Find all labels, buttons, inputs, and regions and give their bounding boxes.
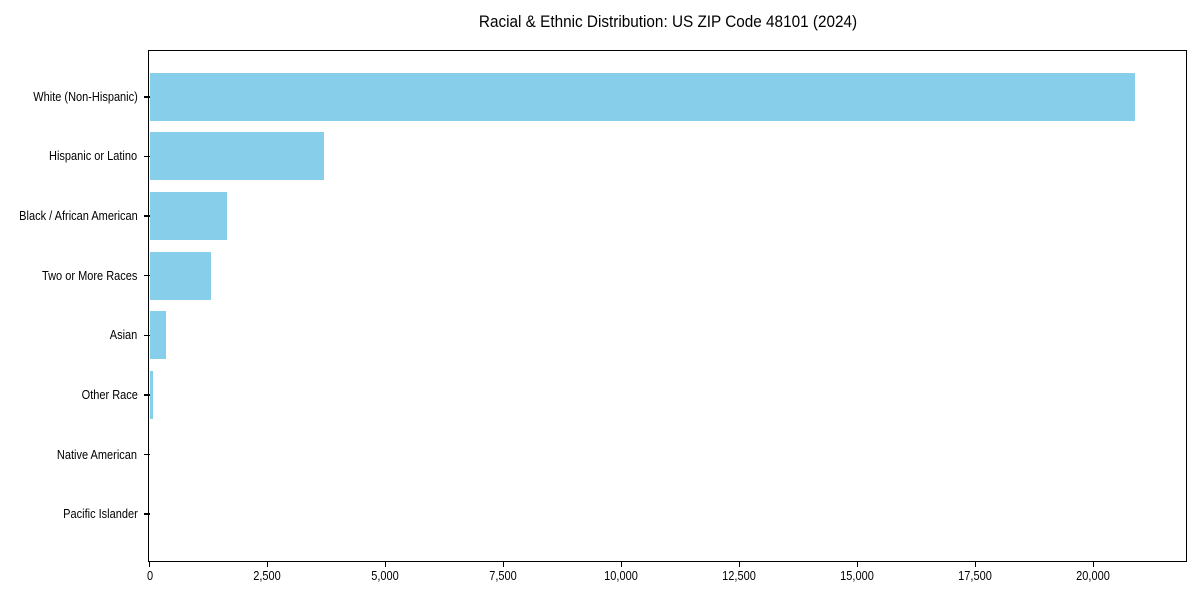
x-tick-mark [738, 562, 741, 567]
y-tick-label: Pacific Islander [62, 507, 138, 522]
x-tick-mark [620, 562, 623, 567]
bar-row: Hispanic or Latino [49, 127, 1186, 187]
y-tick-label: Black / African American [18, 209, 138, 224]
y-tick-label: Native American [57, 447, 138, 462]
y-tick-mark [143, 155, 150, 158]
bar [149, 251, 212, 300]
bar-row: Pacific Islander [63, 484, 1186, 544]
x-tick-label: 17,500 [958, 569, 993, 583]
bar-row: Other Race [81, 365, 1186, 425]
y-tick-mark [143, 453, 150, 456]
y-tick-mark [143, 274, 150, 277]
x-tick-label: 12,500 [722, 569, 757, 583]
bar [149, 192, 228, 241]
plot-area [148, 50, 1187, 562]
x-tick-label: 2,500 [253, 569, 282, 583]
y-tick-mark [143, 513, 150, 515]
x-tick-label: 20,000 [1076, 569, 1111, 583]
x-axis-ticks: 0 2,500 5,000 7,500 10,000 12,500 15,000 17,500… [146, 562, 1186, 596]
y-tick-label: Other Race [81, 387, 138, 402]
bar-row: Asian [110, 306, 1186, 366]
x-tick-mark [502, 562, 505, 567]
bar [149, 370, 153, 419]
y-tick-label: Two or More Races [42, 268, 138, 283]
bar [149, 132, 324, 181]
x-tick-label: 15,000 [840, 569, 875, 583]
bar [149, 72, 1136, 121]
y-tick-mark [143, 96, 150, 98]
y-tick-mark [143, 394, 150, 396]
x-tick-label: 0 [146, 569, 153, 583]
x-tick-mark [266, 562, 269, 567]
y-tick-mark [143, 215, 150, 217]
bar-row: Two or More Races [42, 246, 1186, 306]
x-tick-mark [974, 562, 977, 567]
x-tick-mark [1092, 562, 1095, 567]
x-tick-label: 7,500 [489, 569, 518, 583]
x-tick-mark [148, 562, 151, 567]
chart-title: Racial & Ethnic Distribution: US ZIP Cod… [478, 12, 858, 31]
x-tick-mark [384, 562, 387, 567]
y-tick-label: White (Non-Hispanic) [32, 89, 138, 104]
x-tick-label: 5,000 [371, 569, 400, 583]
y-tick-label: Asian [109, 328, 138, 343]
bar-row: Black / African American [19, 186, 1186, 246]
bar-row: Native American [57, 425, 1186, 485]
x-tick-mark [856, 562, 859, 567]
y-tick-label: Hispanic or Latino [49, 149, 138, 164]
x-tick-label: 10,000 [604, 569, 639, 583]
bar-rows: White (Non-Hispanic) Hispanic or Latino Bl… [19, 67, 1186, 544]
bar [149, 311, 166, 360]
bar-row: White (Non-Hispanic) [33, 67, 1186, 127]
y-tick-mark [143, 334, 150, 337]
